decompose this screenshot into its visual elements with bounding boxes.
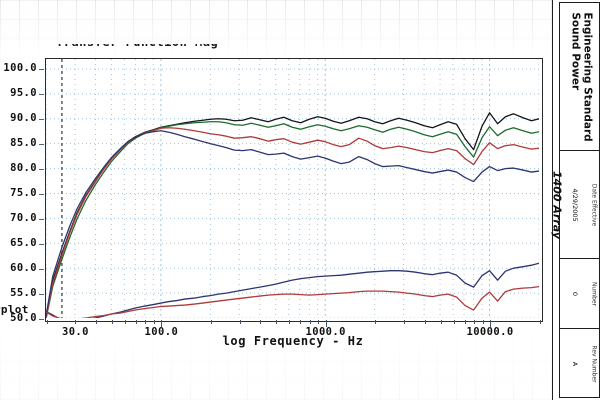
x-tick-mark [124, 320, 126, 324]
series-blue-trace-lower [46, 262, 539, 318]
x-tick-mark [482, 320, 484, 324]
x-tick-mark [289, 320, 291, 324]
y-tick-label: 70.0 [10, 211, 37, 224]
x-tick-mark [75, 320, 77, 324]
title-block-border: Engineering Standard Sound Power Date Ef… [559, 2, 600, 398]
x-tick-mark [464, 320, 466, 324]
x-tick-mark [404, 320, 406, 324]
chart-title-text: Transfer Function Mag [56, 44, 436, 49]
y-tick-label: 60.0 [10, 261, 37, 274]
x-tick-mark [424, 320, 426, 324]
y-tick-label: 80.0 [10, 162, 37, 175]
plot-curves [46, 112, 539, 318]
x-tick-label: 10000.0 [466, 326, 514, 338]
x-tick-mark [260, 320, 262, 324]
field-rev-header-col: Rev Number [587, 329, 600, 398]
x-tick-mark [210, 320, 212, 324]
y-axis-ticks: 50.0 55.0 60.0 65.0 70.0 75.0 80.0 85.0 90.0 95.0… [0, 58, 44, 324]
field-rev-value-col: A [561, 329, 588, 398]
x-axis-ticks: 30.0 100.0 1000.0 10000.0 [45, 320, 541, 342]
x-tick-mark [490, 320, 492, 327]
y-tick-label: 55.0 [10, 286, 37, 299]
y-tick-mark [39, 69, 44, 71]
field-number-value-col: 0 [561, 259, 588, 328]
chart-title: Transfer Function Mag [56, 44, 436, 57]
plot-frame [45, 58, 543, 322]
x-tick-mark [239, 320, 241, 324]
x-tick-mark [318, 320, 320, 324]
y-tick-mark [39, 318, 44, 320]
x-tick-mark [46, 320, 48, 324]
x-tick-mark [453, 320, 455, 324]
plot-corner-label-text: rplot [0, 303, 29, 316]
x-tick-label: 100.0 [144, 326, 179, 338]
y-tick-label: 85.0 [10, 137, 37, 150]
field-date-header-col: Date Effective [587, 151, 600, 258]
series-blue-trace-upper [46, 130, 539, 317]
chart-area: Transfer Function Mag 50.0 55.0 60.0 65.0 70… [0, 44, 543, 348]
field-number-header-col: Number [587, 259, 600, 328]
plot-corner-label: rplot [0, 303, 46, 317]
x-tick-mark [309, 320, 311, 324]
x-tick-mark [440, 320, 442, 324]
plot-gridlines [46, 59, 539, 318]
y-tick-label: 100.0 [3, 62, 37, 75]
field-number-value: 0 [570, 291, 579, 296]
x-tick-mark [153, 320, 155, 324]
field-rev-header: Rev Number [590, 344, 597, 383]
y-tick-label: 95.0 [10, 87, 37, 100]
x-tick-mark [474, 320, 476, 324]
x-tick-mark [111, 320, 113, 324]
document-title: Engineering Standard Sound Power [568, 12, 593, 141]
document-title-line2: Sound Power [568, 11, 581, 90]
y-tick-label: 75.0 [10, 186, 37, 199]
x-tick-mark [539, 320, 541, 324]
title-block-heading-cell: Engineering Standard Sound Power [560, 3, 600, 151]
y-tick-mark [39, 193, 44, 195]
x-tick-label: 1000.0 [305, 326, 346, 338]
field-rev-value: A [570, 361, 579, 366]
x-tick-mark [300, 320, 302, 324]
x-tick-mark [276, 320, 278, 324]
field-date-value: 4/29/2005 [570, 187, 579, 222]
field-date-value-col: 4/29/2005 [561, 151, 588, 258]
x-tick-mark [135, 320, 137, 324]
x-tick-mark [95, 320, 97, 324]
y-tick-mark [39, 119, 44, 121]
series-green-trace [46, 121, 539, 318]
project-name: 1400 Array [550, 170, 564, 240]
y-tick-mark [39, 268, 44, 270]
project-name-wrap: 1400 Array [550, 150, 564, 260]
x-tick-mark [161, 320, 163, 327]
x-axis-label: log Frequency - Hz [222, 334, 364, 348]
y-tick-mark [39, 144, 44, 146]
y-tick-label: 90.0 [10, 112, 37, 125]
y-tick-mark [39, 293, 44, 295]
y-tick-mark [39, 218, 44, 220]
title-block-field-date: Date Effective 4/29/2005 [560, 151, 600, 259]
y-tick-mark [39, 94, 44, 96]
series-black-trace [46, 112, 539, 318]
document-title-line1: Engineering Standard [580, 11, 593, 142]
y-tick-label: 65.0 [10, 236, 37, 249]
series-red-trace-lower [46, 285, 539, 318]
x-tick-label: 30.0 [61, 326, 89, 338]
y-tick-mark [39, 243, 44, 245]
x-tick-mark [325, 320, 327, 327]
title-block-field-rev: Rev Number A [560, 329, 600, 398]
x-tick-mark [375, 320, 377, 324]
field-date-header: Date Effective [590, 183, 597, 226]
title-block-field-number: Number 0 [560, 259, 600, 329]
y-tick-mark [39, 169, 44, 171]
y-tick-label: 50.0 [10, 311, 37, 324]
x-tick-mark [145, 320, 147, 324]
title-block: Engineering Standard Sound Power Date Ef… [550, 0, 600, 400]
field-number-header: Number [590, 281, 597, 306]
